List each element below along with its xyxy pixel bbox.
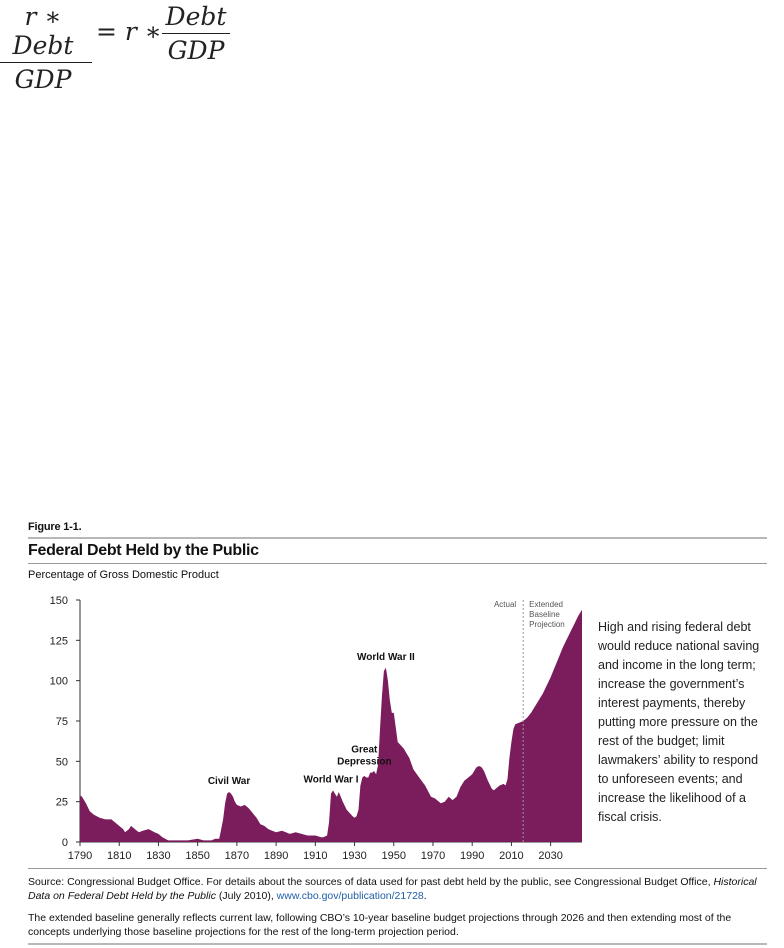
y-axis: 0 25 50 75 100 125 150	[50, 595, 81, 849]
projection-label: Extended	[529, 600, 563, 609]
source-title: Historical Data on Federal Debt Held by …	[28, 876, 757, 902]
x-tick-label: 1950	[382, 850, 406, 862]
y-tick-label: 25	[56, 797, 68, 809]
actual-label: Actual	[494, 600, 516, 609]
left-fraction-bar	[0, 62, 92, 63]
x-tick-label: 2030	[538, 850, 562, 862]
source-rule	[28, 868, 767, 869]
y-tick-label: 100	[50, 676, 68, 688]
source-date: (July 2010),	[218, 890, 274, 902]
baseline-note: The extended baseline generally reflects…	[28, 912, 732, 938]
y-tick-label: 125	[50, 635, 68, 647]
figure-top-rule	[28, 537, 767, 539]
source-note: Source: Congressional Budget Office. For…	[28, 875, 773, 903]
equals-operator: = r ∗	[96, 17, 162, 46]
figure-label: Figure 1-1.	[28, 521, 82, 533]
x-tick-label: 1990	[460, 850, 484, 862]
y-axis-unit-label: Percentage of Gross Domestic Product	[28, 569, 219, 581]
x-tick-label: 1910	[303, 850, 327, 862]
y-tick-label: 150	[50, 595, 68, 607]
event-annotation: Civil War	[208, 776, 251, 787]
x-tick-label: 1850	[185, 850, 209, 862]
y-tick-label: 0	[62, 837, 68, 849]
debt-ratio-formula: r ∗ Debt GDP = r ∗ Debt GDP	[0, 0, 240, 94]
source-prefix: Source: Congressional Budget Office. For…	[28, 876, 711, 888]
left-fraction: r ∗ Debt GDP	[0, 2, 92, 94]
right-denominator: GDP	[167, 36, 225, 65]
x-tick-label: 1930	[342, 850, 366, 862]
figure-title: Federal Debt Held by the Public	[28, 542, 259, 559]
x-tick-label: 1810	[107, 850, 131, 862]
debt-area	[80, 609, 582, 842]
x-axis: 1790 1810 1830 1850 1870 1890 1910 1930 1950 1970…	[68, 841, 582, 862]
event-annotation: World War II	[357, 652, 415, 663]
projection-label: Baseline	[529, 610, 560, 619]
chart-side-note: High and rising federal debt would reduc…	[598, 620, 760, 824]
figure-end-rule	[28, 943, 767, 945]
event-annotation: Great	[351, 745, 378, 756]
x-tick-label: 1790	[68, 850, 92, 862]
left-denominator: GDP	[14, 65, 72, 94]
left-numerator: r ∗ Debt	[12, 2, 74, 60]
event-annotation: World War I	[304, 774, 359, 785]
x-tick-label: 1890	[264, 850, 288, 862]
title-rule	[28, 563, 767, 564]
y-tick-label: 50	[56, 756, 68, 768]
right-numerator: Debt	[165, 2, 227, 31]
x-tick-label: 1970	[421, 850, 445, 862]
right-fraction-bar	[162, 33, 230, 34]
x-tick-label: 1830	[146, 850, 170, 862]
y-tick-label: 75	[56, 716, 68, 728]
projection-label: Projection	[529, 620, 565, 629]
debt-area-chart: 0 25 50 75 100 125 150 1790 1810 1830 1850 1870 189…	[50, 595, 582, 862]
event-annotation: Depression	[337, 757, 391, 768]
x-tick-label: 2010	[499, 850, 523, 862]
source-link[interactable]: www.cbo.gov/publication/21728	[276, 890, 424, 902]
right-fraction: Debt GDP	[162, 2, 230, 65]
x-tick-label: 1870	[225, 850, 249, 862]
source-end: .	[423, 890, 427, 902]
